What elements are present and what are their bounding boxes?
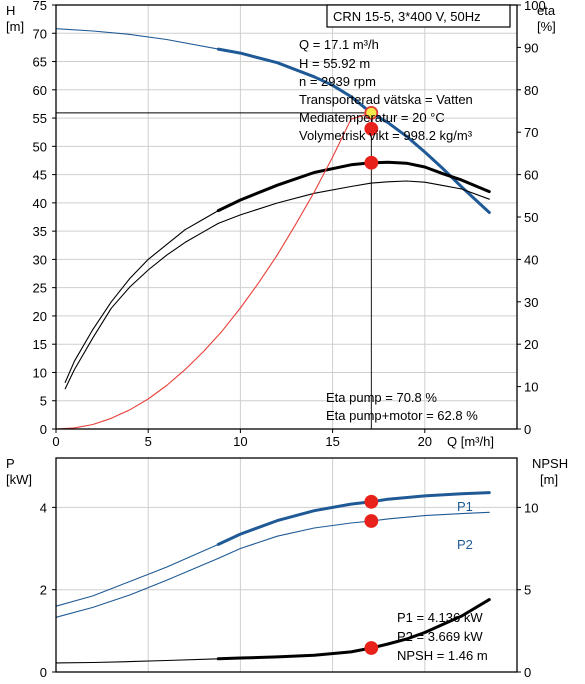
x-tick: 20	[418, 434, 432, 449]
top-left-y-tick: 60	[33, 83, 47, 98]
top-series-line-2	[64, 210, 219, 383]
x-tick: 15	[325, 434, 339, 449]
top-left-y-tick: 45	[33, 168, 47, 183]
top-left-y-tick: 50	[33, 139, 47, 154]
chart-title-box	[326, 4, 511, 28]
top-duty-point-2	[364, 155, 379, 170]
top-left-axis-label-bottom: [m]	[6, 19, 24, 34]
bottom-left-y-tick: 0	[40, 665, 47, 680]
top-left-y-tick: 20	[33, 309, 47, 324]
eta-pump-motor-label: Eta pump+motor = 62.8 %	[326, 408, 478, 423]
x-tick: 5	[145, 434, 152, 449]
top-right-y-tick: 30	[524, 295, 538, 310]
bottom-duty-point-2	[364, 641, 379, 655]
top-duty-point-1	[364, 121, 379, 136]
p2-value-label: P2 = 3.669 kW	[397, 629, 483, 644]
top-left-axis-label-top: H	[6, 3, 15, 18]
top-right-y-tick: 0	[524, 422, 531, 437]
top-left-y-tick: 70	[33, 26, 47, 41]
top-duty-point-0	[364, 105, 379, 120]
bottom-duty-point-1	[364, 514, 379, 528]
top-left-y-tick: 55	[33, 111, 47, 126]
top-left-y-tick: 30	[33, 252, 47, 267]
bottom-series-line-1	[216, 491, 491, 546]
top-left-y-tick: 40	[33, 196, 47, 211]
top-left-y-tick: 5	[40, 394, 47, 409]
top-left-y-tick: 10	[33, 365, 47, 380]
top-series-line-3	[216, 160, 491, 213]
top-right-y-tick: 100	[524, 0, 546, 13]
bottom-right-y-tick: 0	[524, 665, 531, 680]
info-line-n: n = 2939 rpm	[299, 74, 376, 89]
npsh-value-label: NPSH = 1.46 m	[397, 648, 488, 663]
bottom-series-line-5	[216, 598, 491, 661]
top-right-y-tick: 70	[524, 125, 538, 140]
bottom-left-y-tick: 4	[40, 500, 47, 515]
top-series-line-0	[55, 28, 219, 50]
bottom-series-line-2	[55, 557, 219, 618]
top-right-y-tick: 80	[524, 83, 538, 98]
x-tick: 0	[52, 434, 59, 449]
bottom-left-y-tick: 2	[40, 583, 47, 598]
x-tick: 10	[233, 434, 247, 449]
p1-value-label: P1 = 4.136 kW	[397, 610, 483, 625]
plot-frame-1	[55, 457, 518, 673]
bottom-left-axis-label-bottom: [kW]	[6, 472, 32, 487]
info-line-q: Q = 17.1 m³/h	[299, 37, 379, 52]
top-right-y-tick: 20	[524, 337, 538, 352]
top-series-line-5	[217, 180, 490, 224]
bottom-series-line-3	[217, 511, 490, 559]
info-line-density: Volymetrisk vikt = 998.2 kg/m³	[299, 128, 473, 143]
plot-frame-0	[55, 4, 518, 430]
bottom-right-y-tick: 10	[524, 500, 538, 515]
bottom-series-line-4	[55, 658, 219, 664]
bottom-right-axis-label-top: NPSH	[532, 456, 568, 471]
bottom-right-axis-label-bottom: [m]	[540, 472, 558, 487]
bottom-left-axis-label-top: P	[6, 456, 15, 471]
info-line-liquid: Transporterad vätska = Vatten	[299, 92, 473, 107]
eta-pump-label: Eta pump = 70.8 %	[326, 390, 437, 405]
top-left-y-tick: 35	[33, 224, 47, 239]
top-right-y-tick: 50	[524, 210, 538, 225]
series-label-p2: P2	[457, 537, 473, 552]
top-left-y-tick: 0	[40, 422, 47, 437]
top-left-y-tick: 25	[33, 281, 47, 296]
top-series-line-6	[55, 112, 372, 430]
top-left-y-tick: 65	[33, 55, 47, 70]
info-line-h: H = 55.92 m	[299, 56, 370, 71]
top-left-y-tick: 75	[33, 0, 47, 13]
bottom-series-line-0	[55, 543, 219, 607]
top-right-axis-label-top: eta	[537, 3, 556, 18]
bottom-duty-point-0	[364, 494, 379, 509]
x-axis-label: Q [m³/h]	[447, 434, 494, 449]
top-right-y-tick: 60	[524, 168, 538, 183]
top-series-line-4	[64, 222, 219, 390]
bottom-right-y-tick: 5	[524, 583, 531, 598]
info-line-temperature: Mediatemperatur = 20 °C	[299, 110, 445, 125]
top-left-y-tick: 15	[33, 337, 47, 352]
top-right-axis-label-bottom: [%]	[537, 19, 556, 34]
top-right-y-tick: 40	[524, 252, 538, 267]
top-right-y-tick: 10	[524, 380, 538, 395]
top-right-y-tick: 90	[524, 40, 538, 55]
chart-title: CRN 15-5, 3*400 V, 50Hz	[333, 9, 481, 24]
series-label-p1: P1	[457, 499, 473, 514]
